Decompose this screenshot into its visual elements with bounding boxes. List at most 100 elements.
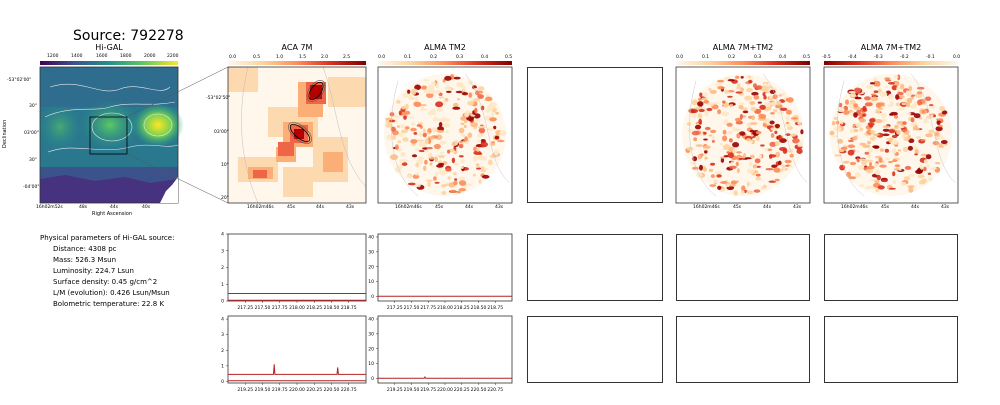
empty-spectrum-panel [527,234,663,301]
spectrum-ytick: 0 [371,294,374,300]
empty-spectrum-panel [824,316,958,383]
combined-neg-colorbar [824,61,958,65]
spectrum-xtick: 220.00 [289,387,305,393]
aca7m-cbar-tick: 0.5 [253,55,261,60]
higal-ytick: 30" [29,104,37,109]
spectrum-ytick: 1 [221,363,224,369]
combined-neg-cbar-tick: 0.0 [953,55,961,60]
spectrum-ytick: 30 [368,331,374,337]
spectrum-xtick: 217.75 [420,305,436,311]
aca7m-xtick: 45s [287,205,296,210]
tm2-image [377,66,513,204]
spectrum-xtick: 220.75 [487,387,503,393]
source-title: Source: 792278 [73,28,184,44]
combined-neg-cbar-tick: -0.2 [900,55,909,60]
higal-ytick: 03'00" [24,131,39,136]
higal-xlabel: Right Ascension [92,211,132,217]
combined-xtick: 44s [763,205,772,210]
higal-ytick: -53°02'00" [7,78,32,83]
spectrum-xtick: 220.25 [454,387,470,393]
combined-cbar-tick: 0.0 [676,55,684,60]
aca7m-cbar-tick: 2.0 [321,55,329,60]
combined-neg-xtick: 43s [941,205,950,210]
spectrum-xtick: 217.50 [404,305,420,311]
aca7m-ytick: -53°02'50" [206,96,231,101]
tm2-cbar-tick: 0.2 [430,55,438,60]
empty-spectrum-panel [527,316,663,383]
tm2-title: ALMA TM2 [424,43,466,52]
tm2-cbar-tick: 0.1 [404,55,412,60]
spectrum-xtick: 220.75 [341,387,357,393]
tm2-xtick: 43s [495,205,504,210]
empty-spectrum-panel [824,234,958,301]
empty-spectrum-panel [676,234,810,301]
spectrum-xtick: 217.50 [255,305,271,311]
aca7m-image [227,66,367,204]
physical-line: Bolometric temperature: 22.8 K [53,300,165,308]
spectrum-series-0 [378,376,512,379]
tm2-cbar-tick: 0.0 [378,55,386,60]
tm2-xtick: 16h02m46s [395,205,422,210]
spectrum-ytick: 30 [368,249,374,255]
higal-ytick: -04'00" [23,185,40,190]
combined-cbar-tick: 0.3 [754,55,762,60]
tm2-cbar-tick: 0.5 [505,55,513,60]
spectrum-xtick: 218.25 [306,305,322,311]
spectrum-ytick: 40 [368,316,374,322]
higal-cbar-tick: 2000 [144,54,156,59]
higal-xtick: 48s [79,205,88,210]
spectrum-ytick: 3 [221,332,224,338]
combined-neg-xtick: 16h02m46s [841,205,868,210]
spectrum-xtick: 218.25 [454,305,470,311]
higal-title: Hi-GAL [95,43,123,52]
higal-cbar-tick: 1600 [96,54,108,59]
higal-image [38,66,184,204]
spectrum-xtick: 217.25 [387,305,403,311]
combined-title: ALMA 7M+TM2 [712,43,774,52]
combined-colorbar [676,61,810,65]
physical-line: L/M (evolution): 0.426 Lsun/Msun [53,289,170,297]
aca7m-ytick: 03'00" [214,130,229,135]
physical-line: Surface density: 0.45 g/cm^2 [53,278,158,286]
higal-xtick: 40s [142,205,151,210]
tm2-colorbar [378,61,512,65]
combined-xtick: 16h02m46s [693,205,720,210]
spectrum-xtick: 220.25 [306,387,322,393]
aca7m-cbar-tick: 0.0 [229,55,237,60]
spectrum-xtick: 217.25 [237,305,253,311]
spectrum-ytick: 4 [221,232,224,238]
combined-neg-title: ALMA 7M+TM2 [860,43,922,52]
spectrum-ytick: 10 [368,279,374,285]
aca7m-ytick: 10" [221,163,229,168]
spectrum-xtick: 217.75 [272,305,288,311]
combined-cbar-tick: 0.5 [803,55,811,60]
spectrum-ytick: 20 [368,346,374,352]
spectrum-ytick: 0 [221,379,224,385]
combined-xtick: 43s [793,205,802,210]
higal-colorbar [40,61,178,65]
higal-ytick: 30" [29,158,37,163]
higal-cbar-tick: 1800 [120,54,132,59]
combined-xtick: 45s [733,205,742,210]
physical-line: Luminosity: 224.7 Lsun [53,267,134,275]
physical-heading: Physical parameters of Hi-GAL source: [40,234,175,242]
spectrum-xtick: 219.25 [387,387,403,393]
aca7m-colorbar [228,61,366,65]
combined-neg-cbar-tick: -0.4 [848,55,857,60]
tm2-xtick: 44s [465,205,474,210]
spectrum-xtick: 219.50 [404,387,420,393]
aca7m-xtick: 44s [316,205,325,210]
spectrum-xtick: 218.00 [289,305,305,311]
tm2-xtick: 45s [435,205,444,210]
spectrum-xtick: 218.75 [341,305,357,311]
combined-neg-xtick: 44s [911,205,920,210]
empty-map-panel [527,67,663,203]
spectrum-aca-upper: 217.25 217.50 217.75 218.00 218.25 218.50 218.… [221,232,367,311]
aca7m-cbar-tick: 1.0 [276,55,284,60]
aca7m-title: ACA 7M [281,43,313,52]
combined-neg-image [823,66,959,204]
spectrum-ytick: 1 [221,282,224,288]
physical-line: Mass: 526.3 Msun [53,256,117,264]
aca7m-xtick: 16h02m46s [247,205,274,210]
physical-line: Distance: 4308 pc [53,245,117,253]
